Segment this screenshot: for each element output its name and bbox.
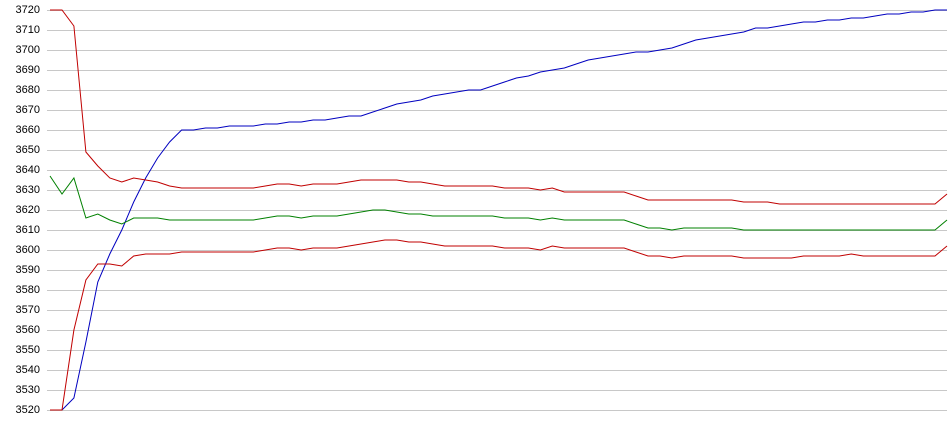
- y-tick-label: 3660: [16, 124, 40, 136]
- y-tick-label: 3550: [16, 344, 40, 356]
- y-tick-label: 3640: [16, 164, 40, 176]
- y-tick-label: 3720: [16, 4, 40, 16]
- y-tick-label: 3610: [16, 224, 40, 236]
- y-tick-label: 3620: [16, 204, 40, 216]
- y-tick-label: 3580: [16, 284, 40, 296]
- y-tick-label: 3570: [16, 304, 40, 316]
- y-tick-label: 3690: [16, 64, 40, 76]
- series-line: [50, 9, 948, 205]
- y-tick-label: 3680: [16, 84, 40, 96]
- series-line: [50, 239, 948, 411]
- y-tick-label: 3700: [16, 44, 40, 56]
- y-tick-label: 3540: [16, 364, 40, 376]
- y-tick-label: 3520: [16, 404, 40, 416]
- y-tick-label: 3590: [16, 264, 40, 276]
- y-tick-label: 3650: [16, 144, 40, 156]
- y-tick-label: 3670: [16, 104, 40, 116]
- y-tick-label: 3710: [16, 24, 40, 36]
- y-tick-label: 3560: [16, 324, 40, 336]
- y-tick-label: 3600: [16, 244, 40, 256]
- series-line: [50, 9, 947, 411]
- y-tick-label: 3530: [16, 384, 40, 396]
- y-tick-label: 3630: [16, 184, 40, 196]
- series-line: [49, 175, 948, 231]
